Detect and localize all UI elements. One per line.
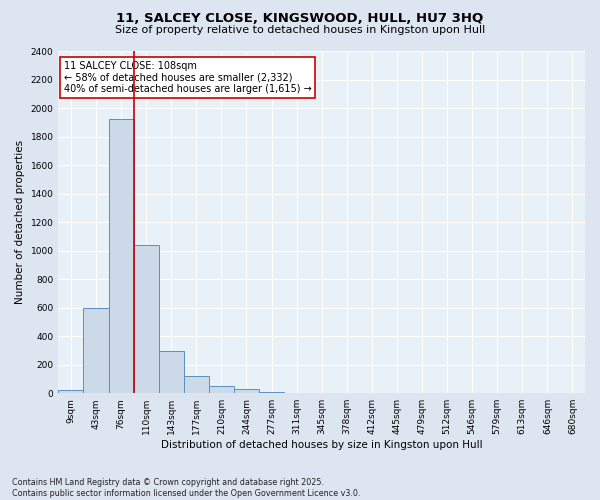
Bar	[159, 351, 184, 393]
Text: Size of property relative to detached houses in Kingston upon Hull: Size of property relative to detached ho…	[115, 25, 485, 35]
Bar	[83, 308, 109, 393]
Text: 11 SALCEY CLOSE: 108sqm
← 58% of detached houses are smaller (2,332)
40% of semi: 11 SALCEY CLOSE: 108sqm ← 58% of detache…	[64, 62, 311, 94]
X-axis label: Distribution of detached houses by size in Kingston upon Hull: Distribution of detached houses by size …	[161, 440, 482, 450]
Text: Contains HM Land Registry data © Crown copyright and database right 2025.
Contai: Contains HM Land Registry data © Crown c…	[12, 478, 361, 498]
Bar	[109, 120, 134, 393]
Bar	[58, 390, 83, 393]
Bar	[184, 376, 209, 393]
Bar	[259, 392, 284, 393]
Bar	[234, 389, 259, 393]
Bar	[209, 386, 234, 393]
Y-axis label: Number of detached properties: Number of detached properties	[15, 140, 25, 304]
Bar	[134, 245, 159, 393]
Text: 11, SALCEY CLOSE, KINGSWOOD, HULL, HU7 3HQ: 11, SALCEY CLOSE, KINGSWOOD, HULL, HU7 3…	[116, 12, 484, 26]
